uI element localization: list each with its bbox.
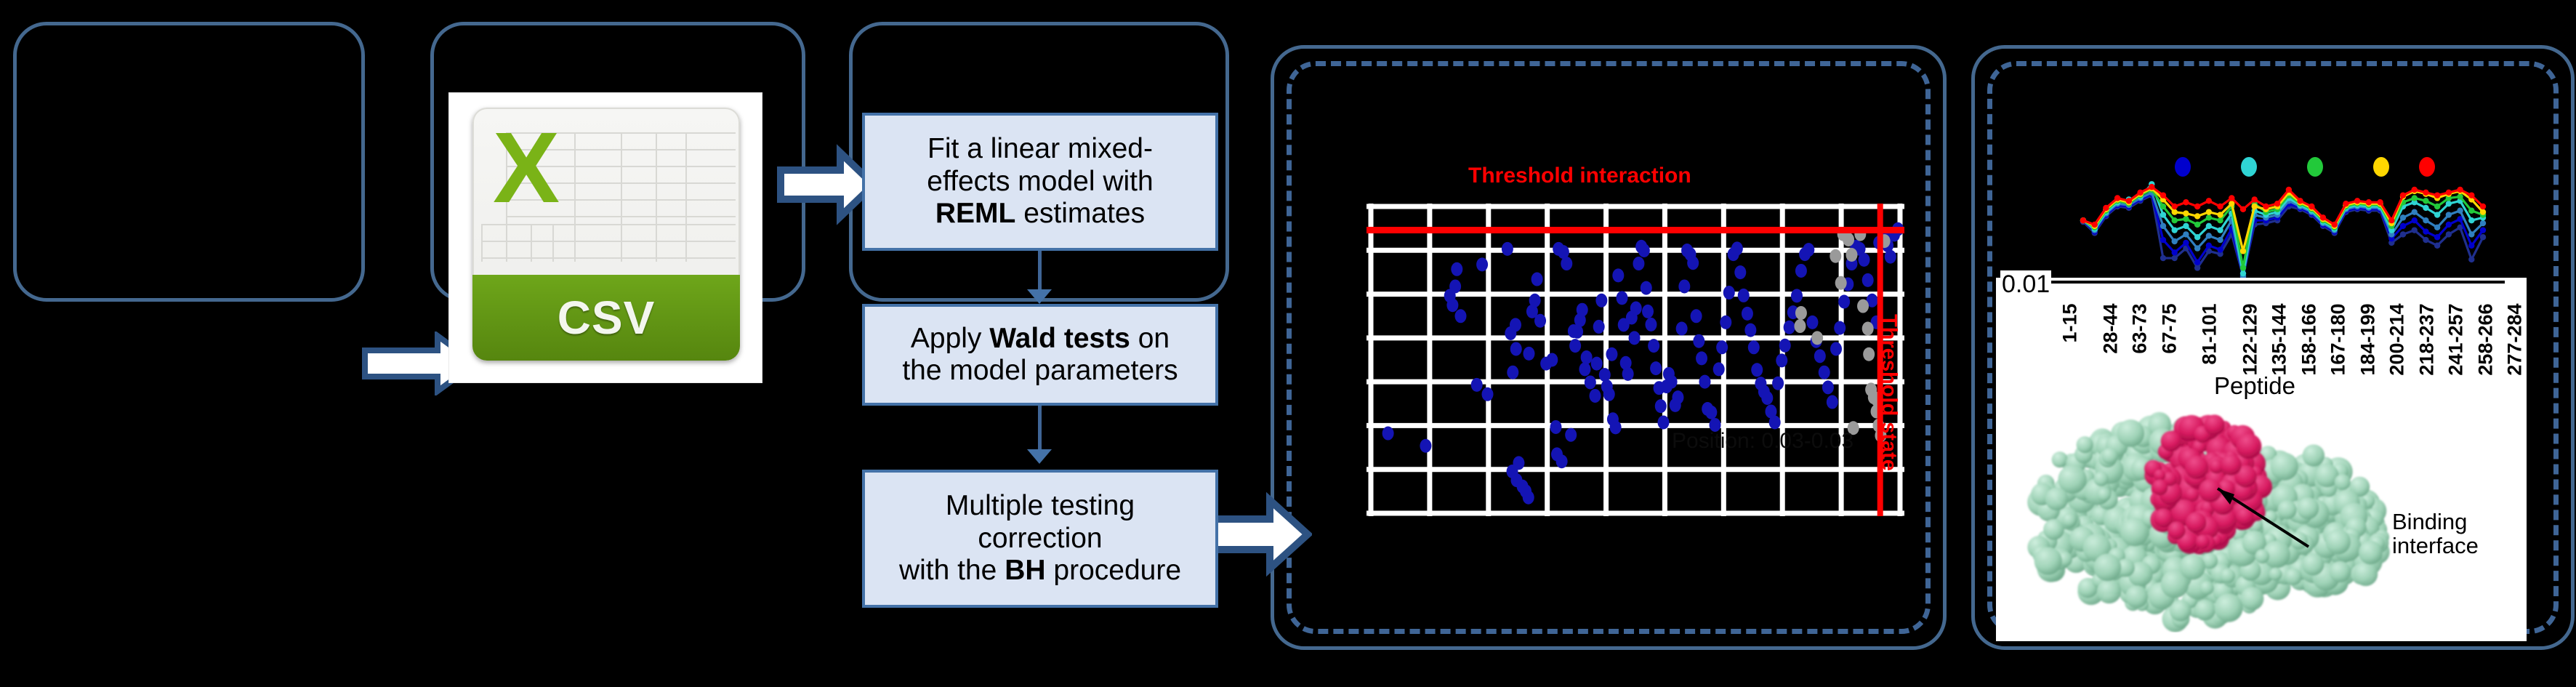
peptide-line-chart — [2040, 124, 2548, 285]
scatter-threshold-state-label: Threshold state — [1877, 314, 1901, 471]
peptide-tick-122-129: 122-129 — [2239, 303, 2261, 376]
step-box-wald[interactable]: Apply Wald tests on the model parameters — [862, 304, 1218, 406]
scatter-threshold-interaction-label: Threshold interaction — [1468, 164, 1691, 188]
protein-surface-image — [2027, 411, 2390, 632]
peptide-axis-svg — [2024, 281, 2505, 284]
arrow-data-to-analysis — [776, 144, 878, 225]
peptide-tick-277-284: 277-284 — [2503, 303, 2526, 376]
step-box-wald-text: Apply Wald tests on the model parameters — [902, 322, 1178, 386]
peptide-tick-63-73: 63-73 — [2128, 303, 2151, 354]
peptide-tick-28-44: 28-44 — [2099, 303, 2122, 354]
connector-reml-to-wald — [1038, 251, 1042, 296]
peptide-tick-67-75: 67-75 — [2158, 303, 2181, 354]
binding-interface-line2: interface — [2392, 532, 2479, 558]
peptide-line-svg — [2080, 181, 2487, 280]
panel-interpretation — [1971, 45, 2575, 650]
step-box-reml[interactable]: Fit a linear mixed- effects model with R… — [862, 113, 1218, 251]
binding-interface-line1: Binding — [2392, 509, 2468, 534]
scatter-plot-area — [1332, 125, 1910, 522]
panel-input — [13, 22, 365, 302]
peptide-ytick-label: 0.01 — [2000, 270, 2052, 299]
peptide-tick-135-144: 135-144 — [2268, 303, 2290, 376]
peptide-tick-241-257: 241-257 — [2444, 303, 2467, 376]
binding-interface-label: Binding interface — [2392, 510, 2479, 558]
protein-structure-card: 1-15 28-44 63-73 67-75 81-101 122-129 135-144 1… — [1996, 278, 2527, 641]
csv-label-text: CSV — [557, 291, 656, 344]
connector-arrowhead-wald — [1027, 289, 1052, 304]
peptide-tick-200-214: 200-214 — [2386, 303, 2408, 376]
step-box-bh-text: Multiple testing correction with the BH … — [898, 490, 1182, 587]
legend-dot-5 — [2418, 157, 2435, 177]
step-box-bh[interactable]: Multiple testing correction with the BH … — [862, 470, 1218, 608]
csv-file-card: X CSV — [449, 93, 762, 382]
volcano-scatter-chart — [1332, 125, 1910, 522]
legend-dot-3 — [2306, 157, 2323, 177]
peptide-tick-184-199: 184-199 — [2356, 303, 2379, 376]
panel-results — [1271, 45, 1947, 650]
peptide-tick-81-101: 81-101 — [2198, 303, 2221, 365]
peptide-tick-158-166: 158-166 — [2298, 303, 2320, 376]
scatter-ghost-axis-text: Position: 0.03-0.03 — [1672, 429, 1854, 453]
csv-x-letter: X — [493, 112, 560, 224]
panel-results-inner-dashed — [1287, 61, 1931, 634]
csv-file-icon: X CSV — [472, 108, 740, 361]
peptide-tick-218-237: 218-237 — [2415, 303, 2438, 376]
connector-wald-to-bh — [1038, 406, 1042, 455]
step-box-reml-text: Fit a linear mixed- effects model with R… — [927, 133, 1154, 230]
connector-arrowhead-bh — [1027, 449, 1052, 464]
csv-spreadsheet-grid — [472, 108, 740, 275]
peptide-axis-title: Peptide — [2214, 372, 2295, 399]
peptide-tick-1-15: 1-15 — [2058, 303, 2081, 343]
legend-dot-2 — [2240, 157, 2257, 177]
scatter-svg — [1332, 125, 1910, 522]
peptide-tick-167-180: 167-180 — [2327, 303, 2349, 376]
peptide-tick-labels: 1-15 28-44 63-73 67-75 81-101 122-129 135-144 1… — [1996, 291, 2527, 376]
csv-label-band: CSV — [472, 274, 740, 361]
arrow-analysis-to-results — [1203, 491, 1312, 577]
legend-dot-1 — [2174, 157, 2191, 177]
peptide-tick-258-266: 258-266 — [2474, 303, 2497, 376]
legend-dot-4 — [2372, 157, 2389, 177]
peptide-chart-legend — [2040, 153, 2548, 182]
